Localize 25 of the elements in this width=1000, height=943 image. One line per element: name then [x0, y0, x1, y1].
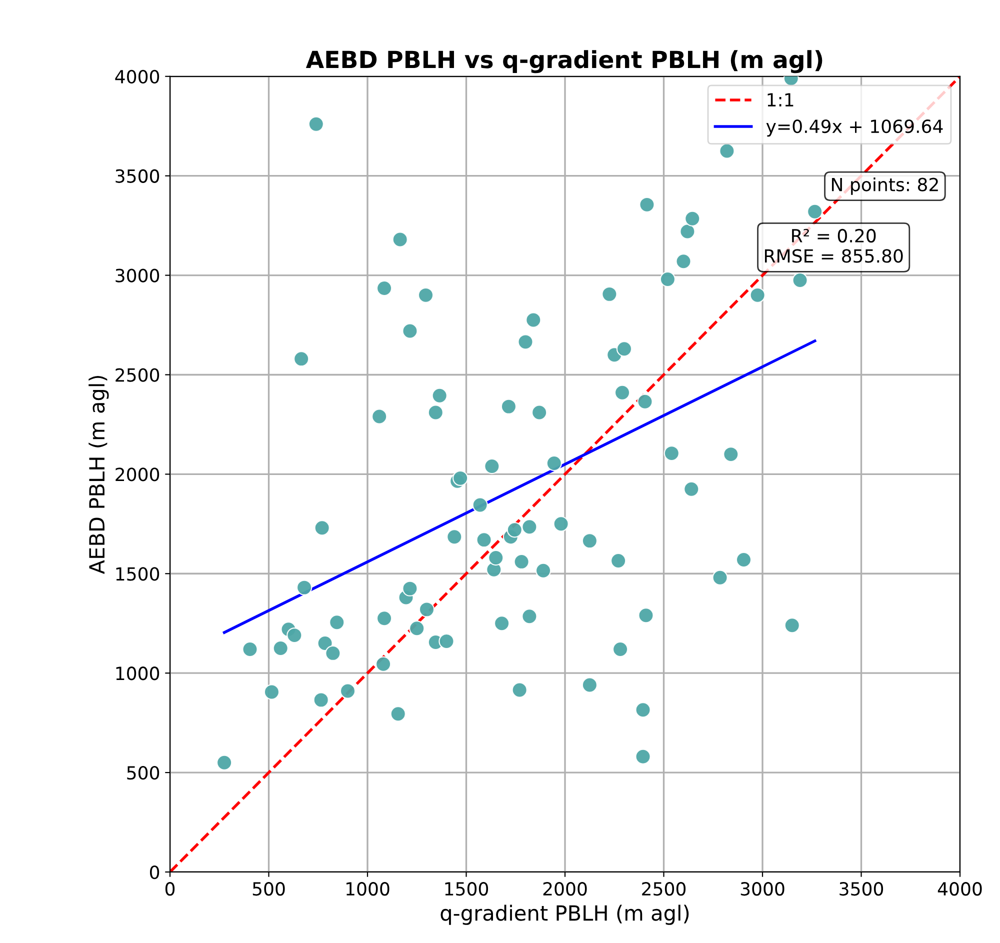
annotation: R² = 0.20 RMSE = 855.80	[764, 228, 903, 263]
y-tick-label: 3500	[116, 169, 160, 183]
y-tick-label: 4000	[115, 70, 160, 84]
y-tick-label: 1000	[116, 666, 160, 680]
annotation: N points: 82	[832, 177, 938, 195]
y-tick-label: 2500	[116, 368, 160, 382]
chart-title: AEBD PBLH vs q-gradient PBLH (m agl)	[306, 50, 822, 74]
legend-label: y=0.49x + 1069.64	[766, 119, 943, 137]
x-tick-label: 4000	[938, 882, 982, 896]
x-tick-label: 2500	[642, 882, 686, 896]
x-tick-label: 2000	[543, 882, 587, 896]
y-tick-label: 2000	[116, 468, 160, 482]
x-tick-label: 0	[165, 882, 175, 896]
x-tick-label: 500	[252, 882, 285, 896]
y-tick-label: 3000	[116, 268, 160, 282]
x-axis-title: q-gradient PBLH (m agl)	[440, 904, 689, 925]
y-tick-label: 0	[150, 865, 160, 880]
x-tick-label: 3500	[840, 882, 884, 896]
x-tick-label: 1000	[346, 882, 390, 896]
y-tick-label: 1500	[116, 567, 160, 581]
x-tick-label: 1500	[445, 882, 488, 896]
x-tick-label: 3000	[740, 882, 784, 896]
y-tick-label: 500	[127, 766, 160, 780]
legend-label: 1:1	[768, 93, 794, 106]
y-axis-title: AEBD PBLH (m agl)	[88, 376, 109, 574]
